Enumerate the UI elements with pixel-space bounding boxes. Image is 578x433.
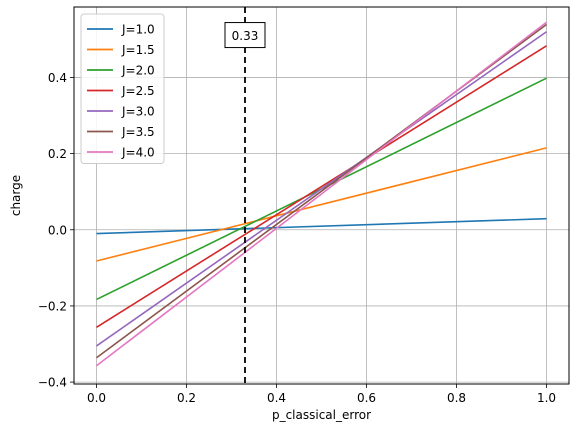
- y-tick-label: −0.2: [38, 299, 67, 313]
- annotation-box: [224, 22, 266, 49]
- legend-label: J=3.5: [121, 125, 155, 139]
- legend: J=1.0 J=1.5 J=2.0 J=2.5 J=3.0 J=3.5 J=4.0: [80, 13, 165, 164]
- legend-label: J=2.0: [121, 64, 155, 78]
- y-tick-label: 0.4: [48, 71, 67, 85]
- threshold-annotation: 0.33: [224, 22, 266, 49]
- y-axis-ticks: −0.4 −0.2 0.0 0.2 0.4: [38, 71, 74, 390]
- x-tick-label: 0.2: [177, 391, 196, 405]
- series-line: [96, 45, 547, 328]
- x-axis-ticks: 0.0 0.2 0.4 0.6 0.8 1.0: [87, 384, 556, 405]
- series-line: [96, 21, 547, 367]
- y-tick-label: 0.0: [48, 223, 67, 237]
- series-lines: [96, 21, 547, 367]
- legend-label: J=1.5: [121, 43, 155, 57]
- x-tick-label: 1.0: [537, 391, 556, 405]
- x-tick-label: 0.4: [267, 391, 286, 405]
- legend-frame: [80, 13, 165, 164]
- legend-label: J=4.0: [121, 146, 155, 160]
- x-tick-label: 0.6: [357, 391, 376, 405]
- legend-label: J=3.0: [121, 105, 155, 119]
- legend-label: J=2.5: [121, 84, 155, 98]
- y-tick-label: −0.4: [38, 376, 67, 390]
- grid: [74, 7, 569, 384]
- plot-frame: [73, 6, 570, 385]
- y-axis-label: charge: [9, 175, 23, 216]
- y-tick-label: 0.2: [48, 147, 67, 161]
- series-line: [96, 31, 547, 347]
- legend-label: J=1.0: [121, 23, 155, 37]
- x-tick-label: 0.8: [447, 391, 466, 405]
- x-axis-label: p_classical_error: [272, 408, 371, 422]
- annotation-label: 0.33: [232, 29, 259, 43]
- series-line: [96, 147, 547, 262]
- series-line: [96, 217, 547, 235]
- x-tick-label: 0.0: [87, 391, 106, 405]
